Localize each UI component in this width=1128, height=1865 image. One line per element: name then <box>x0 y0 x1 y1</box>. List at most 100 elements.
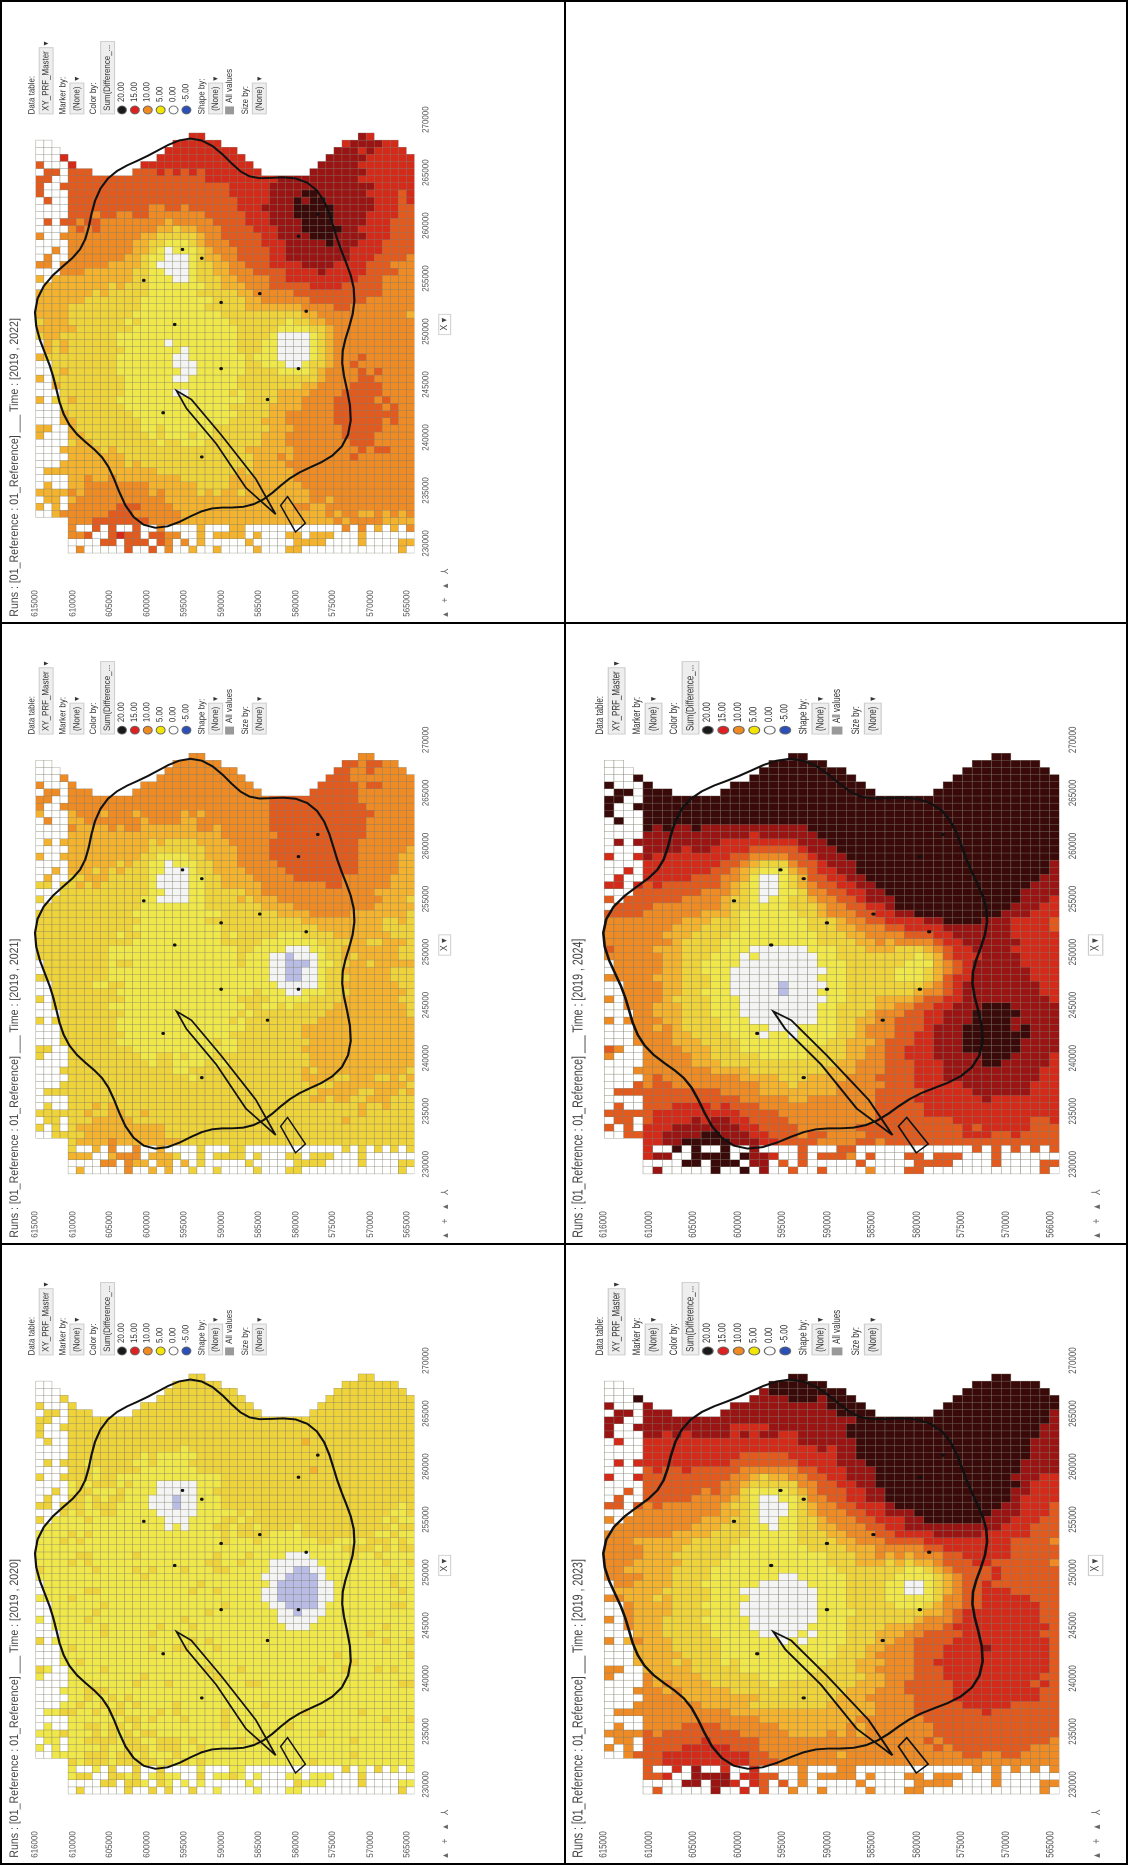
well-point <box>304 1550 308 1554</box>
legend-swatch <box>155 105 166 115</box>
marker-by-select[interactable]: (None) <box>69 1324 85 1356</box>
data-table-select[interactable]: XY_PRF_Master <box>38 1288 54 1356</box>
color-by-select[interactable]: Sum(Difference_... <box>100 661 116 735</box>
x-tick-label: 235000 <box>1066 1097 1079 1125</box>
plot-toolbar[interactable]: ▴ + ▴ ⅄ <box>1090 1186 1104 1238</box>
data-table-select[interactable]: XY_PRF_Master <box>607 667 626 735</box>
x-tick-label: 255000 <box>420 265 431 292</box>
well-point <box>316 212 320 216</box>
marker-by-select[interactable]: (None) <box>644 1324 663 1356</box>
shape-by-label: Shape by: <box>797 1319 810 1356</box>
well-point <box>296 987 301 991</box>
ridge-outline <box>897 1736 930 1775</box>
all-values-label: All values <box>224 1309 235 1344</box>
map-panel-2024: Runs : [01_Reference : 01_Reference] ___… <box>566 624 1126 1243</box>
color-by-select[interactable]: Sum(Difference_... <box>100 1282 116 1356</box>
marker-by-select[interactable]: (None) <box>644 703 663 735</box>
x-tick-label: 245000 <box>420 991 431 1019</box>
legend-value: 0.00 <box>167 86 178 102</box>
map-panel-2023: Runs : [01_Reference : 01_Reference] ___… <box>566 1245 1126 1863</box>
legend-item: -5.00 <box>179 1249 192 1356</box>
size-by-select[interactable]: (None) <box>251 703 267 735</box>
color-by-select[interactable]: Sum(Difference_... <box>100 41 116 115</box>
plot-toolbar[interactable]: ▴ + ▴ ⅄ <box>440 1806 452 1858</box>
x-axis-selector[interactable]: X ▾ <box>438 313 452 336</box>
color-by-select[interactable]: Sum(Difference_... <box>681 661 700 735</box>
x-tick-label: 235000 <box>420 477 431 504</box>
x-tick-label: 260000 <box>420 832 431 860</box>
size-by-select[interactable]: (None) <box>863 1324 882 1356</box>
size-by-select[interactable]: (None) <box>863 703 882 735</box>
marker-by-label: Marker by: <box>57 1317 68 1356</box>
well-point <box>219 367 223 371</box>
legend-item: 15.00 <box>715 628 730 735</box>
size-by-select[interactable]: (None) <box>251 83 267 115</box>
all-values-swatch <box>225 106 235 115</box>
legend-swatch <box>142 725 153 735</box>
data-table-select[interactable]: XY_PRF_Master <box>607 1288 626 1356</box>
marker-by-select[interactable]: (None) <box>69 703 85 735</box>
color-by-label: Color by: <box>88 1323 99 1356</box>
data-table-label: Data table: <box>26 1316 37 1356</box>
legend-item: 15.00 <box>715 1249 730 1356</box>
well-point <box>824 1608 830 1612</box>
x-tick-label: 270000 <box>1066 726 1079 754</box>
y-tick-label: 570000 <box>999 1831 1012 1858</box>
x-tick-label: 230000 <box>1066 1150 1079 1178</box>
shape-by-select[interactable]: (None) <box>208 1324 224 1356</box>
well-point <box>778 868 783 872</box>
shape-by-select[interactable]: (None) <box>811 703 830 735</box>
marker-by-select[interactable]: (None) <box>69 83 85 115</box>
x-tick-label: 245000 <box>1066 1612 1079 1639</box>
shape-by-select[interactable]: (None) <box>208 703 224 735</box>
color-by-select[interactable]: Sum(Difference_... <box>681 1282 700 1356</box>
panel-title: Runs : [01_Reference : 01_Reference] ___… <box>6 938 21 1238</box>
x-tick-label: 270000 <box>1066 1347 1079 1374</box>
y-tick-label: 610000 <box>641 1211 654 1238</box>
x-axis-selector[interactable]: X ▾ <box>1087 933 1104 956</box>
x-axis-selector[interactable]: X ▾ <box>1087 1554 1104 1577</box>
y-tick-label: 575000 <box>327 1211 338 1238</box>
y-tick-label: 590000 <box>215 590 226 617</box>
y-tick-label: 610000 <box>66 1211 77 1238</box>
marker-by-label: Marker by: <box>630 696 643 735</box>
y-tick-label: 565000 <box>401 1831 412 1858</box>
legend-item: 20.00 <box>115 1249 128 1356</box>
y-tick-label: 580000 <box>290 1831 300 1858</box>
legend-value: 0.00 <box>762 706 775 723</box>
legend-item: -5.00 <box>777 1249 792 1356</box>
size-by-select[interactable]: (None) <box>251 1324 267 1356</box>
plot-toolbar[interactable]: ▴ + ▴ ⅄ <box>440 565 452 617</box>
well-point <box>142 278 146 282</box>
y-tick-label: 595000 <box>178 590 189 617</box>
x-tick-label: 250000 <box>1066 938 1079 966</box>
panel-title: Runs : [01_Reference : 01_Reference] ___… <box>569 1559 587 1858</box>
heatmap-cells <box>35 132 415 554</box>
y-tick-label: 615000 <box>29 1211 40 1238</box>
ridge-outline <box>770 1629 894 1756</box>
x-tick-label: 230000 <box>1066 1771 1079 1798</box>
plot-toolbar[interactable]: ▴ + ▴ ⅄ <box>440 1186 452 1238</box>
y-tick-label: 595000 <box>178 1831 189 1858</box>
shape-by-label: Shape by: <box>196 78 207 115</box>
x-axis-selector[interactable]: X ▾ <box>438 1554 452 1577</box>
shape-by-select[interactable]: (None) <box>811 1324 830 1356</box>
y-tick-label: 616000 <box>29 1831 40 1858</box>
x-tick-label: 265000 <box>420 1400 431 1427</box>
x-tick-label: 230000 <box>420 1150 431 1178</box>
well-point <box>778 1488 783 1493</box>
well-point <box>769 1563 774 1568</box>
x-tick-label: 245000 <box>420 371 431 398</box>
plot-toolbar[interactable]: ▴ + ▴ ⅄ <box>1090 1806 1104 1858</box>
legend-item: -5.00 <box>179 628 192 735</box>
x-axis-selector[interactable]: X ▾ <box>438 933 452 956</box>
shape-by-select[interactable]: (None) <box>208 83 224 115</box>
shape-by-label: Shape by: <box>196 698 207 735</box>
data-table-select[interactable]: XY_PRF_Master <box>38 667 54 735</box>
x-tick-label: 240000 <box>1066 1665 1079 1692</box>
well-point <box>871 912 876 916</box>
data-table-select[interactable]: XY_PRF_Master <box>38 47 54 115</box>
legend-value: 0.00 <box>762 1327 775 1343</box>
legend-swatch <box>129 105 140 115</box>
well-point <box>880 1638 885 1643</box>
